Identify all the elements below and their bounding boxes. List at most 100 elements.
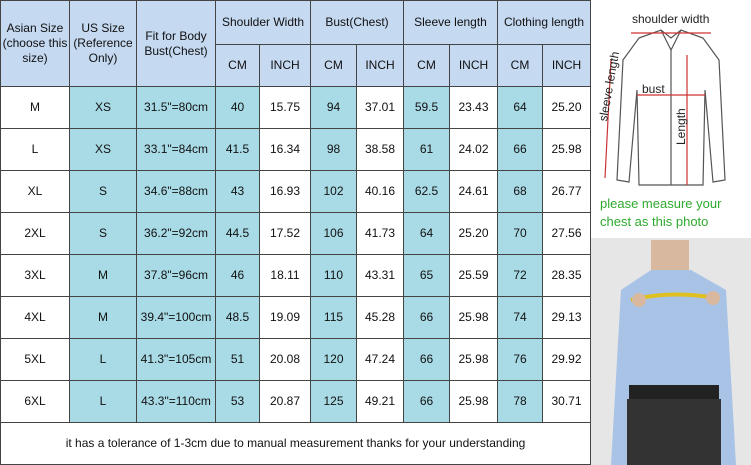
header-cell: US Size (Reference Only) bbox=[70, 1, 137, 87]
unit-cell: CM bbox=[404, 45, 450, 87]
data-cell: 25.98 bbox=[450, 297, 498, 339]
data-cell: S bbox=[70, 213, 137, 255]
data-cell: 17.52 bbox=[260, 213, 311, 255]
data-cell: 66 bbox=[498, 129, 543, 171]
data-cell: 74 bbox=[498, 297, 543, 339]
data-cell: 46 bbox=[216, 255, 260, 297]
size-table: Asian Size (choose this size) US Size (Re… bbox=[0, 0, 591, 465]
data-cell: 19.09 bbox=[260, 297, 311, 339]
data-cell: S bbox=[70, 171, 137, 213]
footer-note: it has a tolerance of 1-3cm due to manua… bbox=[1, 423, 591, 465]
data-cell: 34.6"=88cm bbox=[137, 171, 216, 213]
data-cell: 29.92 bbox=[543, 339, 591, 381]
data-cell: 40 bbox=[216, 87, 260, 129]
shoulder-label: shoulder width bbox=[632, 12, 710, 26]
data-cell: 25.59 bbox=[450, 255, 498, 297]
data-cell: 125 bbox=[311, 381, 357, 423]
data-cell: 65 bbox=[404, 255, 450, 297]
data-cell: 31.5"=80cm bbox=[137, 87, 216, 129]
data-cell: 27.56 bbox=[543, 213, 591, 255]
data-cell: 43.3"=110cm bbox=[137, 381, 216, 423]
data-cell: 6XL bbox=[1, 381, 70, 423]
data-cell: 36.2"=92cm bbox=[137, 213, 216, 255]
data-cell: 30.71 bbox=[543, 381, 591, 423]
data-cell: 48.5 bbox=[216, 297, 260, 339]
data-cell: 98 bbox=[311, 129, 357, 171]
data-cell: 15.75 bbox=[260, 87, 311, 129]
data-cell: 16.93 bbox=[260, 171, 311, 213]
data-cell: 64 bbox=[498, 87, 543, 129]
unit-cell: INCH bbox=[357, 45, 404, 87]
caption: please measure your chest as this photo bbox=[600, 196, 722, 229]
header-cell: Fit for Body Bust(Chest) bbox=[137, 1, 216, 87]
data-cell: L bbox=[70, 381, 137, 423]
data-cell: 53 bbox=[216, 381, 260, 423]
unit-cell: CM bbox=[216, 45, 260, 87]
shirt-diagram bbox=[604, 29, 726, 186]
data-cell: 61 bbox=[404, 129, 450, 171]
data-cell: 66 bbox=[404, 381, 450, 423]
illustrations bbox=[591, 29, 751, 465]
data-cell: 39.4"=100cm bbox=[137, 297, 216, 339]
data-cell: 25.20 bbox=[450, 213, 498, 255]
data-cell: 76 bbox=[498, 339, 543, 381]
data-cell: 45.28 bbox=[357, 297, 404, 339]
data-cell: 24.02 bbox=[450, 129, 498, 171]
data-cell: 40.16 bbox=[357, 171, 404, 213]
data-cell: 18.11 bbox=[260, 255, 311, 297]
header-cell: Sleeve length bbox=[404, 1, 498, 45]
data-cell: 26.77 bbox=[543, 171, 591, 213]
data-cell: 62.5 bbox=[404, 171, 450, 213]
data-cell: 20.87 bbox=[260, 381, 311, 423]
header-cell: Bust(Chest) bbox=[311, 1, 404, 45]
data-cell: 2XL bbox=[1, 213, 70, 255]
data-cell: 25.98 bbox=[450, 339, 498, 381]
data-cell: 51 bbox=[216, 339, 260, 381]
data-cell: XS bbox=[70, 129, 137, 171]
photo bbox=[591, 238, 751, 465]
data-cell: 66 bbox=[404, 339, 450, 381]
data-cell: 41.73 bbox=[357, 213, 404, 255]
data-cell: 29.13 bbox=[543, 297, 591, 339]
data-cell: 110 bbox=[311, 255, 357, 297]
data-cell: 41.3"=105cm bbox=[137, 339, 216, 381]
unit-cell: INCH bbox=[260, 45, 311, 87]
data-cell: L bbox=[1, 129, 70, 171]
data-cell: XS bbox=[70, 87, 137, 129]
data-cell: 106 bbox=[311, 213, 357, 255]
data-cell: M bbox=[1, 87, 70, 129]
unit-cell: INCH bbox=[450, 45, 498, 87]
data-cell: 78 bbox=[498, 381, 543, 423]
bust-label: bust bbox=[642, 82, 665, 96]
data-cell: 25.98 bbox=[543, 129, 591, 171]
data-cell: 66 bbox=[404, 297, 450, 339]
data-cell: 59.5 bbox=[404, 87, 450, 129]
data-cell: 16.34 bbox=[260, 129, 311, 171]
length-label: Length bbox=[674, 108, 688, 145]
data-cell: 38.58 bbox=[357, 129, 404, 171]
unit-cell: CM bbox=[311, 45, 357, 87]
data-cell: 43 bbox=[216, 171, 260, 213]
data-cell: 3XL bbox=[1, 255, 70, 297]
data-cell: 49.21 bbox=[357, 381, 404, 423]
data-cell: 102 bbox=[311, 171, 357, 213]
data-cell: 24.61 bbox=[450, 171, 498, 213]
data-cell: XL bbox=[1, 171, 70, 213]
data-cell: M bbox=[70, 297, 137, 339]
data-cell: 94 bbox=[311, 87, 357, 129]
data-cell: L bbox=[70, 339, 137, 381]
header-cell: Shoulder Width bbox=[216, 1, 311, 45]
unit-cell: INCH bbox=[543, 45, 591, 87]
data-cell: 37.01 bbox=[357, 87, 404, 129]
data-cell: M bbox=[70, 255, 137, 297]
data-cell: 70 bbox=[498, 213, 543, 255]
data-cell: 28.35 bbox=[543, 255, 591, 297]
data-cell: 72 bbox=[498, 255, 543, 297]
data-cell: 43.31 bbox=[357, 255, 404, 297]
data-cell: 44.5 bbox=[216, 213, 260, 255]
data-cell: 37.8"=96cm bbox=[137, 255, 216, 297]
data-cell: 47.24 bbox=[357, 339, 404, 381]
data-cell: 120 bbox=[311, 339, 357, 381]
data-cell: 33.1"=84cm bbox=[137, 129, 216, 171]
